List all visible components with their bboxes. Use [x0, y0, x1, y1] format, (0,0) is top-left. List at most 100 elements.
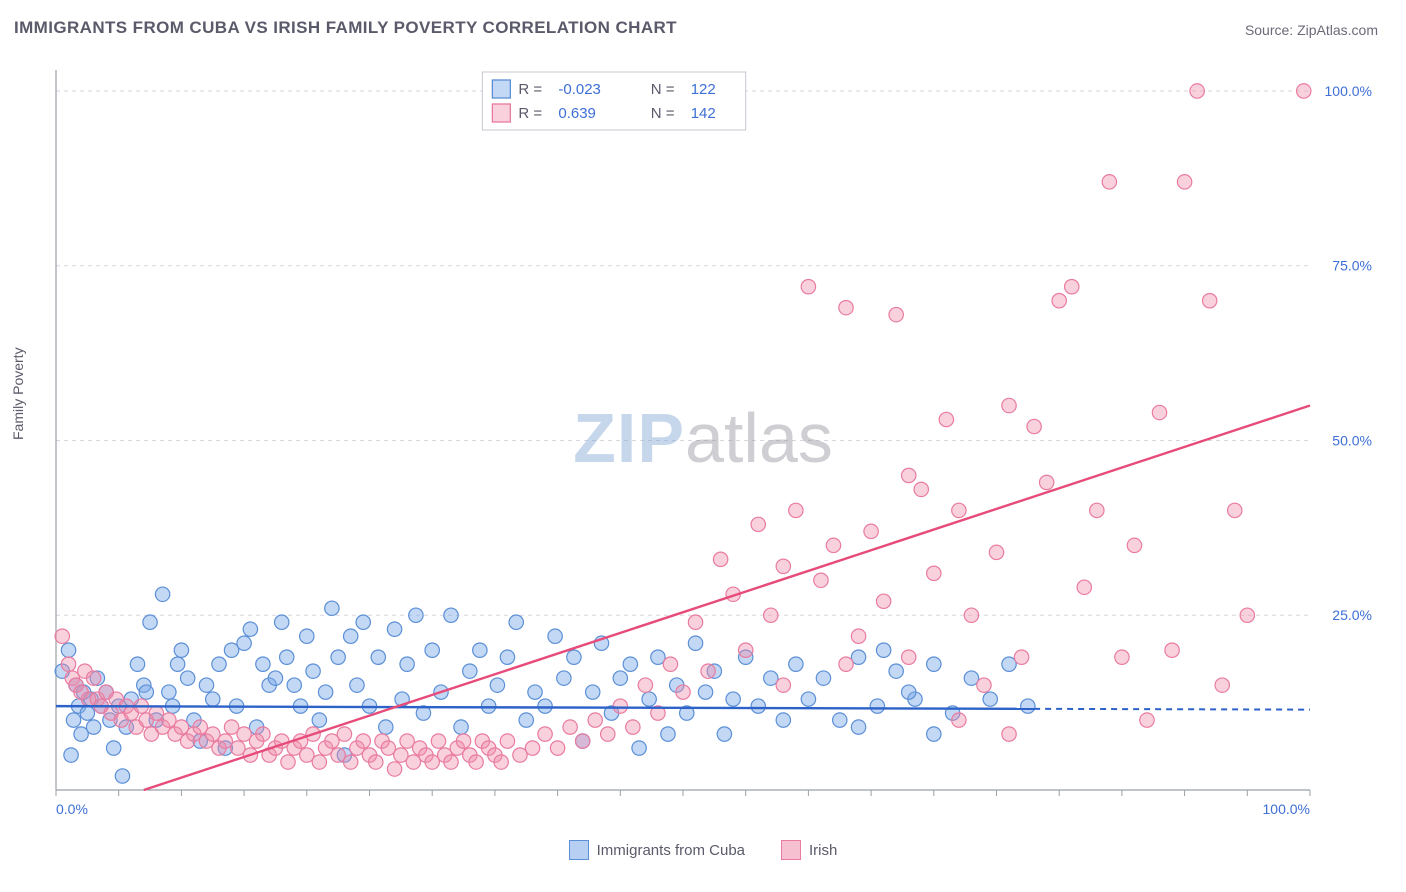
data-point [701, 664, 715, 678]
data-point [331, 650, 345, 664]
data-point [369, 755, 383, 769]
data-point [801, 279, 815, 293]
data-point [698, 685, 712, 699]
data-point [500, 650, 514, 664]
data-point [713, 552, 727, 566]
data-point [550, 741, 564, 755]
data-point [387, 762, 401, 776]
data-point [902, 685, 916, 699]
data-point [1002, 398, 1016, 412]
stats-n-label: N = [651, 81, 675, 98]
stats-swatch [492, 104, 510, 122]
data-point [889, 307, 903, 321]
data-point [638, 678, 652, 692]
data-point [494, 755, 508, 769]
data-point [337, 727, 351, 741]
data-point [739, 643, 753, 657]
data-point [613, 671, 627, 685]
data-point [180, 671, 194, 685]
data-point [1014, 650, 1028, 664]
data-point [983, 692, 997, 706]
data-point [199, 678, 213, 692]
data-point [876, 594, 890, 608]
data-point [776, 713, 790, 727]
data-point [61, 657, 75, 671]
data-point [1002, 727, 1016, 741]
y-tick-label: 75.0% [1332, 258, 1372, 274]
data-point [1077, 580, 1091, 594]
data-point [557, 671, 571, 685]
data-point [431, 734, 445, 748]
data-point [300, 629, 314, 643]
data-point [106, 741, 120, 755]
data-point [237, 636, 251, 650]
data-point [456, 734, 470, 748]
stats-r-value: 0.639 [558, 105, 596, 122]
chart-title: IMMIGRANTS FROM CUBA VS IRISH FAMILY POV… [14, 18, 677, 38]
data-point [676, 685, 690, 699]
data-point [964, 608, 978, 622]
y-tick-label: 50.0% [1332, 432, 1372, 448]
data-point [61, 643, 75, 657]
data-point [444, 608, 458, 622]
data-point [663, 657, 677, 671]
data-point [206, 692, 220, 706]
data-point [1127, 538, 1141, 552]
data-point [473, 643, 487, 657]
data-point [318, 685, 332, 699]
data-point [601, 727, 615, 741]
data-point [826, 538, 840, 552]
data-point [1027, 419, 1041, 433]
data-point [989, 545, 1003, 559]
data-point [143, 615, 157, 629]
data-point [444, 755, 458, 769]
data-point [538, 727, 552, 741]
chart-legend: Immigrants from Cuba Irish [0, 840, 1406, 860]
data-point [876, 643, 890, 657]
data-point [64, 748, 78, 762]
data-point [525, 741, 539, 755]
data-point [851, 629, 865, 643]
legend-label: Immigrants from Cuba [597, 842, 745, 859]
data-point [801, 692, 815, 706]
data-point [1102, 175, 1116, 189]
data-point [586, 685, 600, 699]
data-point [927, 727, 941, 741]
data-point [538, 699, 552, 713]
data-point [548, 629, 562, 643]
data-point [312, 755, 326, 769]
data-point [833, 713, 847, 727]
data-point [632, 741, 646, 755]
data-point [243, 622, 257, 636]
data-point [851, 720, 865, 734]
data-point [287, 678, 301, 692]
data-point [839, 300, 853, 314]
data-point [1177, 175, 1191, 189]
y-tick-label: 100.0% [1325, 83, 1372, 99]
data-point [280, 650, 294, 664]
data-point [623, 657, 637, 671]
data-point [1065, 279, 1079, 293]
data-point [400, 657, 414, 671]
data-point [379, 720, 393, 734]
data-point [642, 692, 656, 706]
data-point [509, 615, 523, 629]
data-point [1202, 293, 1216, 307]
data-point [66, 713, 80, 727]
stats-r-label: R = [518, 81, 542, 98]
legend-item: Immigrants from Cuba [569, 840, 745, 860]
legend-swatch [781, 840, 801, 860]
scatter-chart: 0.0%100.0%25.0%50.0%75.0%100.0%R =-0.023… [50, 60, 1380, 820]
legend-label: Irish [809, 842, 837, 859]
data-point [454, 720, 468, 734]
data-point [927, 657, 941, 671]
data-point [86, 671, 100, 685]
data-point [726, 692, 740, 706]
data-point [661, 727, 675, 741]
data-point [575, 734, 589, 748]
data-point [977, 678, 991, 692]
data-point [939, 412, 953, 426]
data-point [312, 713, 326, 727]
data-point [490, 678, 504, 692]
data-point [281, 755, 295, 769]
